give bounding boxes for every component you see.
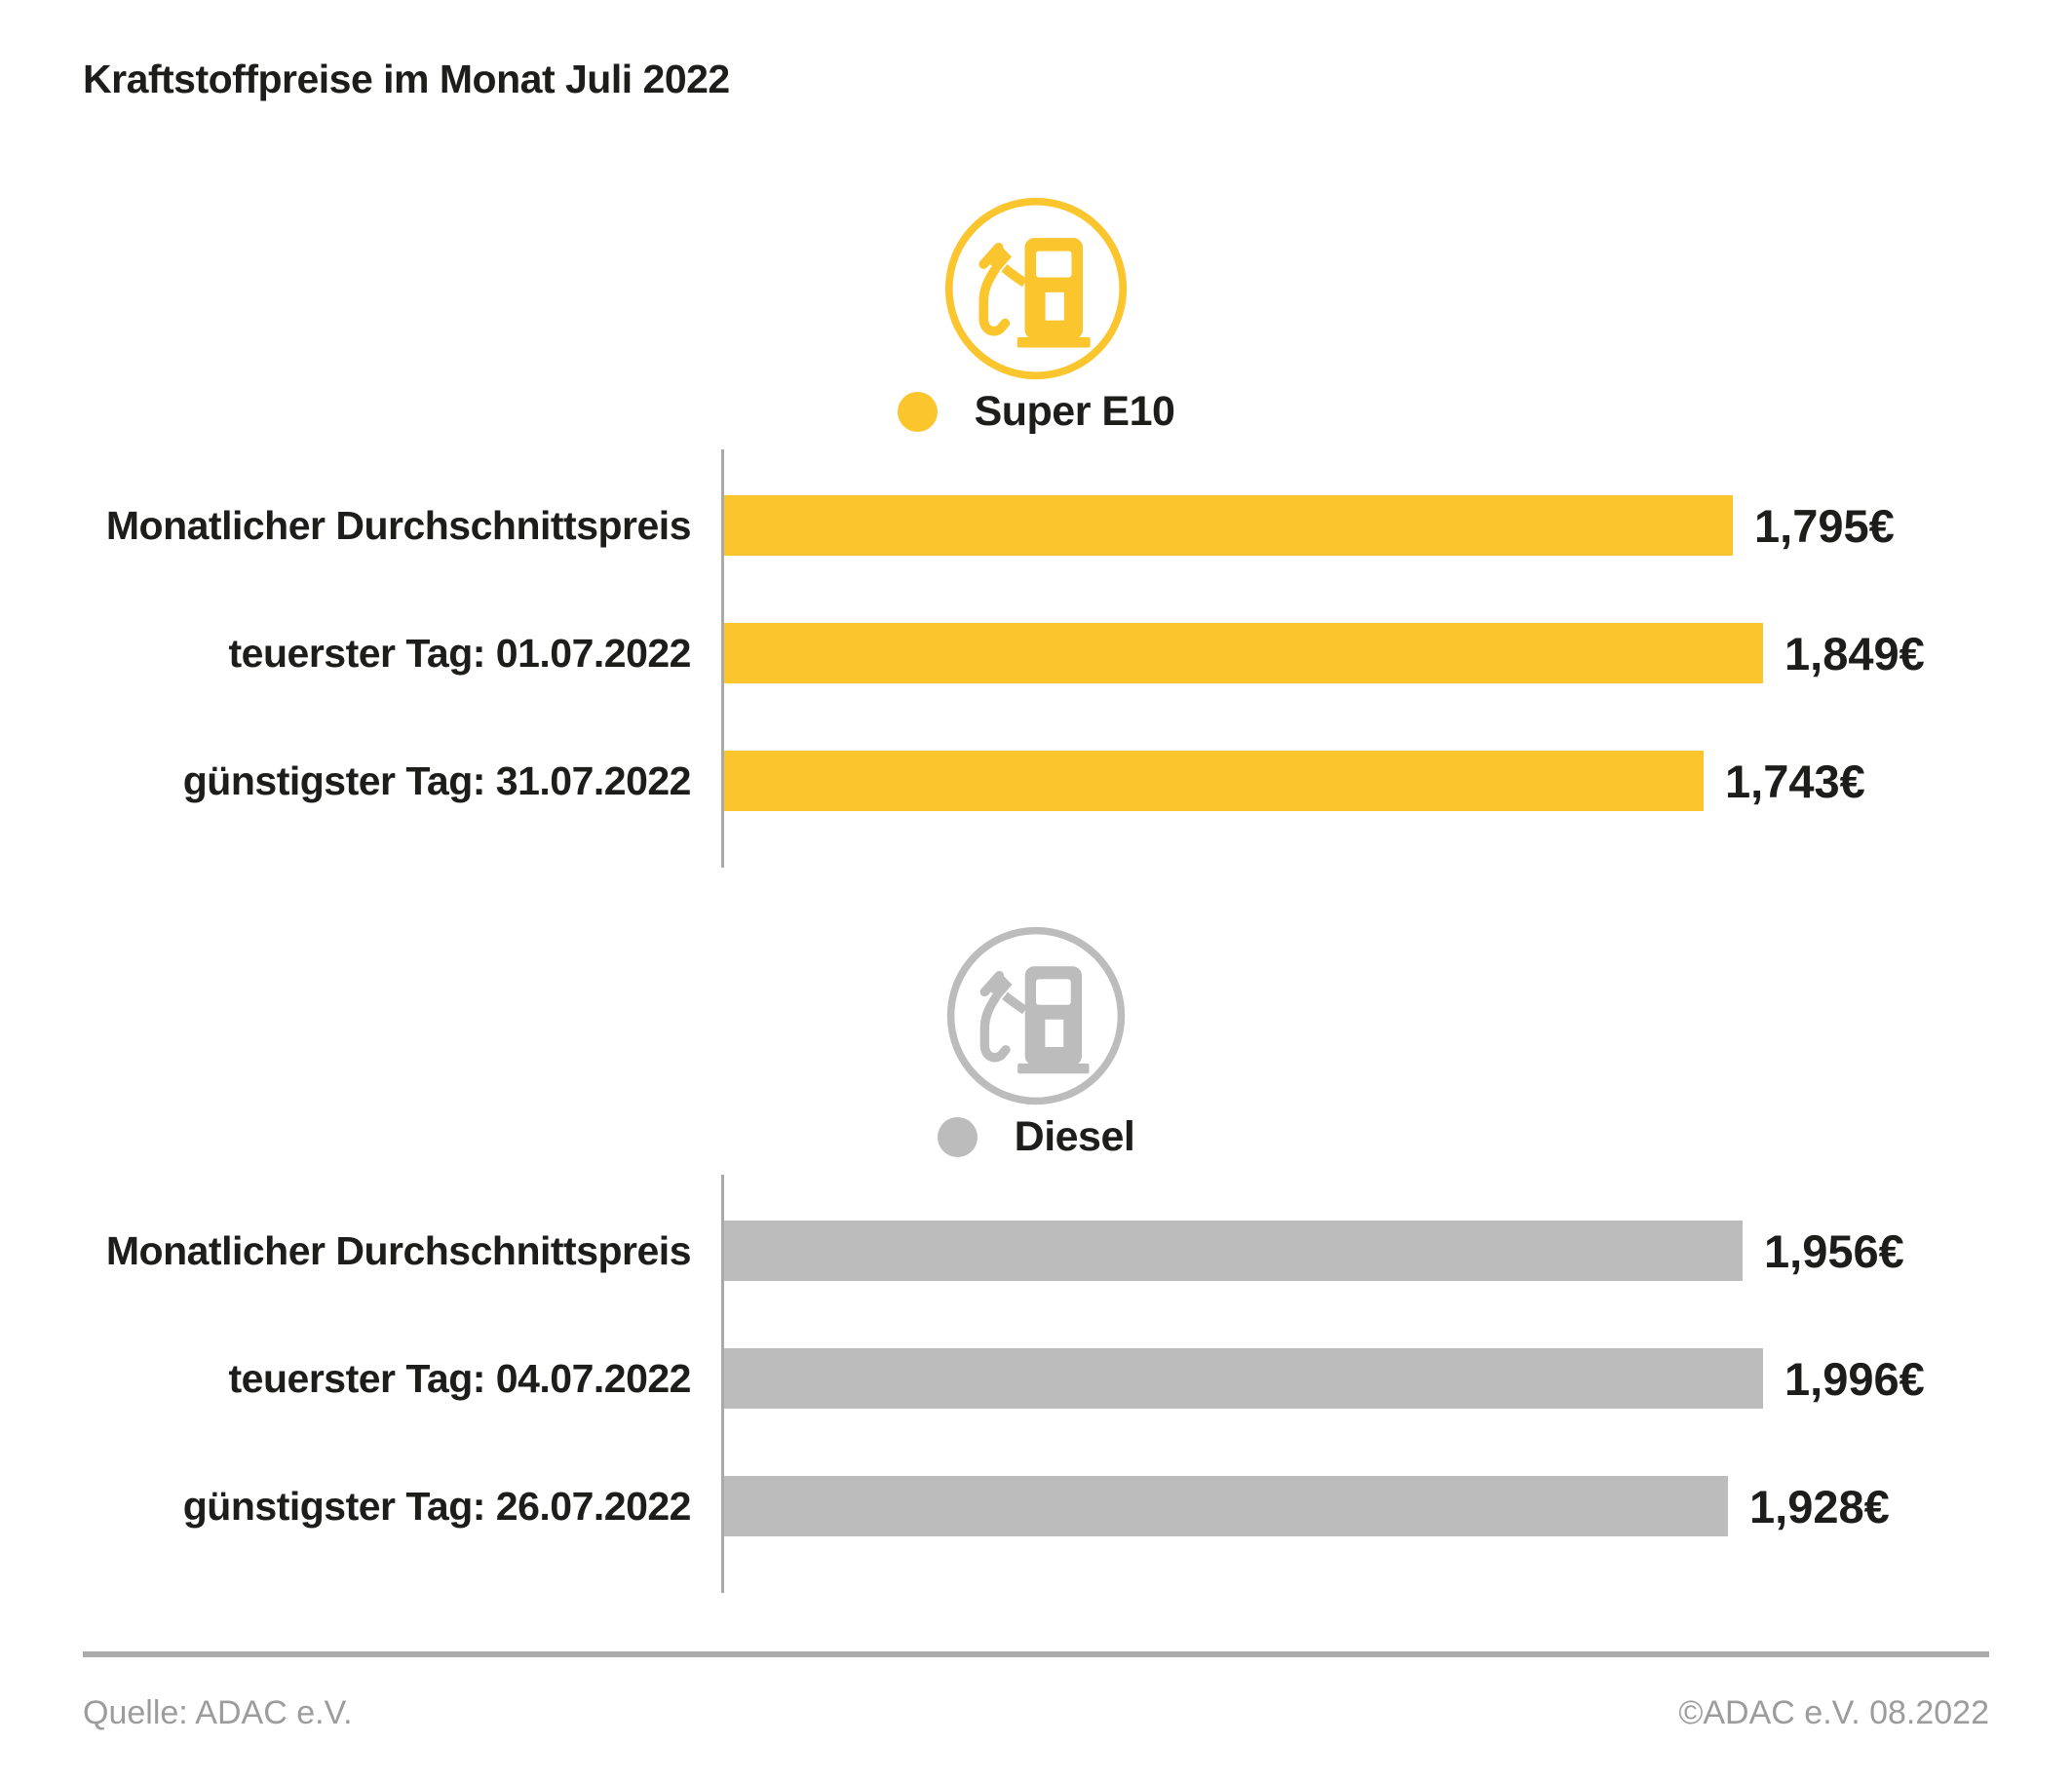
fuel-pump-icon (944, 197, 1128, 380)
bar-chart-super-e10: Monatlicher Durchschnittspreis 1,795€ te… (83, 449, 1989, 868)
footer: Quelle: ADAC e.V. ©ADAC e.V. 08.2022 (83, 1651, 1989, 1732)
bar (724, 623, 1763, 683)
legend-label: Diesel (1014, 1113, 1135, 1160)
footer-divider (83, 1651, 1989, 1657)
bar-value: 1,849€ (1784, 627, 1925, 679)
copyright-text: ©ADAC e.V. 08.2022 (1678, 1694, 1989, 1731)
fuel-pump-icon (946, 926, 1126, 1105)
bar-row: günstigster Tag: 31.07.2022 1,743€ (83, 751, 1989, 811)
bar (724, 751, 1704, 811)
bar-label: teuerster Tag: 01.07.2022 (228, 630, 692, 676)
section-super-e10: Super E10 Monatlicher Durchschnittspreis… (83, 195, 1989, 868)
bar (724, 1476, 1728, 1536)
legend-super-e10: Super E10 (83, 388, 1989, 436)
bar (724, 495, 1733, 556)
bar-value: 1,956€ (1764, 1224, 1904, 1277)
bar-row: teuerster Tag: 04.07.2022 1,996€ (83, 1348, 1989, 1409)
fuel-pump-icon (83, 195, 1989, 382)
bar-value: 1,928€ (1749, 1480, 1890, 1532)
bar-row: teuerster Tag: 01.07.2022 1,849€ (83, 623, 1989, 683)
page-title: Kraftstoffpreise im Monat Juli 2022 (83, 57, 730, 101)
bar-value: 1,996€ (1784, 1352, 1925, 1405)
bar-row: Monatlicher Durchschnittspreis 1,956€ (83, 1221, 1989, 1281)
bar-label: günstigster Tag: 31.07.2022 (182, 757, 692, 803)
bar-label: Monatlicher Durchschnittspreis (105, 1227, 692, 1273)
section-diesel: Diesel Monatlicher Durchschnittspreis 1,… (83, 924, 1989, 1593)
legend-label: Super E10 (974, 388, 1175, 435)
chart-axis (721, 449, 724, 868)
legend-dot (897, 392, 938, 432)
bar-value: 1,743€ (1725, 755, 1865, 807)
bar-value: 1,795€ (1754, 499, 1895, 552)
bar-label: teuerster Tag: 04.07.2022 (228, 1355, 692, 1401)
fuel-pump-icon (83, 924, 1989, 1107)
bar (724, 1348, 1763, 1409)
bar-row: günstigster Tag: 26.07.2022 1,928€ (83, 1476, 1989, 1536)
chart-axis (721, 1175, 724, 1593)
bar (724, 1221, 1743, 1281)
bar-label: Monatlicher Durchschnittspreis (105, 502, 692, 548)
bar-chart-diesel: Monatlicher Durchschnittspreis 1,956€ te… (83, 1175, 1989, 1593)
bar-label: günstigster Tag: 26.07.2022 (182, 1483, 692, 1529)
legend-dot (937, 1117, 978, 1157)
legend-diesel: Diesel (83, 1113, 1989, 1161)
source-text: Quelle: ADAC e.V. (83, 1694, 353, 1731)
bar-row: Monatlicher Durchschnittspreis 1,795€ (83, 495, 1989, 556)
